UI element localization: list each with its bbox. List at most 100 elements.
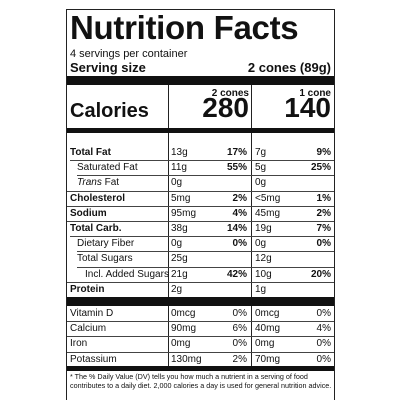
nutrients-amount-col1: 21g [171,268,188,280]
nutrients-rule [77,251,334,253]
nutrients-percent-col2: 9% [316,147,331,158]
calories-label: Calories [70,100,149,122]
nutrients-amount-col1: 38g [171,223,188,234]
thick-divider [67,76,334,85]
nutrients-amount-col2: 7g [255,147,267,158]
vitamins-label: Iron [70,338,88,350]
nutrients-row: Total Carb. 38g 14% 19g 7% [67,222,334,236]
nutrients-rule [67,281,334,283]
vitamins-amount-col2: 0mg [255,338,275,350]
nutrients-percent-col2: 25% [310,162,331,174]
nutrients-amount-col2: 5g [255,162,267,174]
nutrients-amount-col1: 2g [171,283,183,295]
medium-divider-footer [67,366,334,371]
nutrients-percent-col2: 7% [316,223,331,234]
vitamins-percent-col2: 0% [316,353,331,365]
serving-size-value: 2 cones (89g) [247,60,331,75]
vitamins-percent-col1: 0% [232,338,247,350]
nutrients-label: Total Sugars [77,253,133,265]
nutrients-row: Total Sugars 25g 12g [67,252,334,266]
nutrients-amount-col1: 5mg [171,192,191,204]
vitamins-amount-col1: 130mg [171,353,202,365]
nutrients-label: Protein [70,283,105,295]
footnote: * The % Daily Value (DV) tells you how m… [70,372,332,390]
nutrients-label: Total Fat [70,147,111,158]
nutrients-percent-col1: 2% [232,192,247,204]
nutrients-rule [70,236,334,238]
vitamins-amount-col2: 40mg [255,323,281,335]
nutrients-amount-col2: 45mg [255,207,281,219]
panel-title: Nutrition Facts [70,9,299,46]
nutrients-percent-col2: 1% [316,192,331,204]
nutrients-percent-col2: 0% [316,238,331,250]
vitamins-row: Iron 0mg 0% 0mg 0% [67,337,334,351]
nutrients-percent-col1: 14% [226,223,247,234]
thick-divider-vitamins [67,297,334,306]
nutrients-percent-col2: 2% [316,207,331,219]
calories-value-2-cones: 280 [202,92,249,123]
calories-value-1-cone: 140 [284,92,331,123]
column-header-2-cones: 2 cones [211,88,249,99]
column-divider-1 [168,85,169,366]
nutrients-amount-col2: 0g [255,238,267,250]
nutrients-row: Trans Fat 0g 0g [67,176,334,190]
vitamins-row: Calcium 90mg 6% 40mg 4% [67,322,334,336]
nutrients-label: Dietary Fiber [77,238,135,250]
nutrients-percent-col1: 0% [232,238,247,250]
nutrients-percent-col2: 20% [310,268,331,280]
nutrients-amount-col1: 0g [171,238,183,250]
vitamins-label: Potassium [70,353,117,365]
nutrients-rule [67,190,334,192]
nutrients-amount-col2: 1g [255,283,267,295]
nutrition-facts-panel: Nutrition Facts 4 servings per container… [66,9,335,400]
nutrients-amount-col1: 13g [171,147,188,158]
nutrients-percent-col1: 55% [226,162,247,174]
nutrients-amount-col2: 10g [255,268,272,280]
nutrients-amount-col1: 11g [171,162,187,174]
nutrients-rule [70,160,334,162]
nutrients-row: Protein 2g 1g [67,283,334,297]
vitamins-percent-col1: 6% [232,323,247,335]
nutrients-percent-col1: 42% [226,268,247,280]
nutrients-rule [77,175,334,177]
vitamins-amount-col2: 0mcg [255,308,280,319]
nutrients-row: Sodium 95mg 4% 45mg 2% [67,207,334,221]
vitamins-rule [67,336,334,338]
nutrients-row: Dietary Fiber 0g 0% 0g 0% [67,237,334,251]
nutrients-amount-col1: 25g [171,253,188,265]
vitamins-row: Potassium 130mg 2% 70mg 0% [67,353,334,367]
nutrients-rule [77,266,334,268]
vitamins-amount-col1: 0mcg [171,308,196,319]
serving-size-label: Serving size [70,60,146,75]
nutrients-amount-col2: 19g [255,223,272,234]
nutrients-label-rest: Fat [101,177,120,189]
nutrients-row: Cholesterol 5mg 2% <5mg 1% [67,192,334,206]
vitamins-percent-col2: 4% [316,323,331,335]
vitamins-label: Calcium [70,323,107,335]
vitamins-percent-col2: 0% [316,338,331,350]
nutrients-percent-col1: 17% [226,147,247,158]
nutrients-amount-col2: <5mg [255,192,281,204]
column-divider-2 [251,85,252,366]
nutrients-percent-col1: 4% [232,207,247,219]
nutrients-label: Saturated Fat [77,162,138,174]
nutrients-amount-col1: 95mg [171,207,197,219]
vitamins-rule [67,321,334,323]
nutrients-amount-col2: 0g [255,177,267,189]
vitamins-label: Vitamin D [70,308,114,319]
nutrients-label-italic: Trans [77,177,102,189]
nutrients-label: Sodium [70,207,107,219]
nutrients-amount-col2: 12g [255,253,272,265]
vitamins-rule [67,351,334,353]
nutrients-label: Cholesterol [70,192,126,204]
column-header-1-cone: 1 cone [299,88,331,99]
vitamins-amount-col2: 70mg [255,353,281,365]
nutrients-label: Total Carb. [70,223,122,234]
nutrients-row: Incl. Added Sugars 21g 42% 10g 20% [67,268,334,282]
nutrients-label: Trans Fat [77,177,119,188]
nutrients-rule [67,221,334,222]
nutrients-row: Total Fat 13g 17% 7g 9% [67,146,334,160]
vitamins-row: Vitamin D 0mcg 0% 0mcg 0% [67,307,334,321]
vitamins-percent-col1: 0% [232,308,247,319]
nutrients-row: Saturated Fat 11g 55% 5g 25% [67,161,334,175]
